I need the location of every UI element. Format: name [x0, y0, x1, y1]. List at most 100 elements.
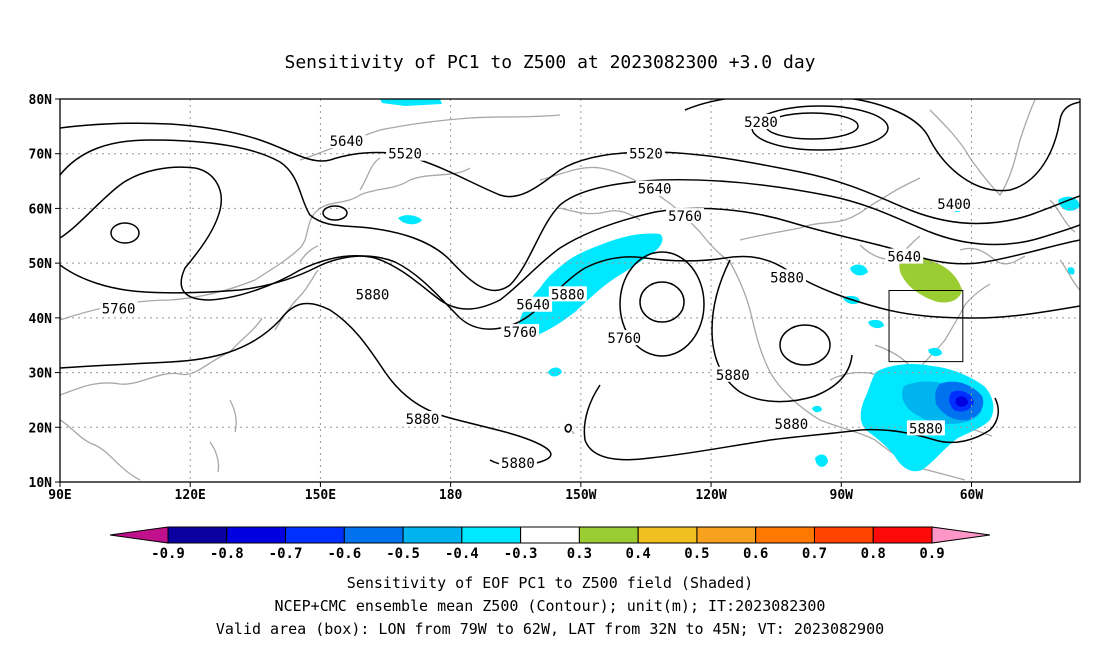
lon-tick-label: 180 [439, 488, 463, 503]
colorbar-tick-label: 0.8 [861, 546, 886, 562]
contour-label-bg [635, 180, 674, 196]
shaded-region-gulf [812, 405, 822, 413]
colorbar-high-extend [931, 526, 991, 544]
colorbar-tick-label: -0.9 [151, 546, 185, 562]
latitude-axis: 10N 20N 30N 40N 50N 60N 70N 80N [29, 93, 60, 491]
contour-label: 5880 [356, 287, 390, 303]
shaded-region-pacific-spot [548, 367, 562, 377]
shaded-region-yucatan [815, 454, 828, 467]
lon-tick-label: 120E [175, 488, 206, 503]
contour-label: 5880 [770, 270, 804, 286]
caption-line-3: Valid area (box): LON from 79W to 62W, L… [216, 620, 884, 638]
map-title: Sensitivity of PC1 to Z500 at 2023082300… [284, 52, 815, 73]
contour-label-bg [935, 196, 974, 212]
contour-label: 5640 [516, 298, 550, 314]
colorbar-segment [755, 526, 815, 544]
shaded-region-atlantic-3 [1067, 267, 1075, 275]
lon-tick-label: 150E [305, 488, 336, 503]
contour-label-bg [327, 133, 366, 149]
colorbar-tick-label: -0.5 [386, 546, 420, 562]
contour-label: 5640 [330, 134, 364, 150]
lon-tick-label: 120W [695, 488, 726, 503]
colorbar-tick-label: -0.3 [504, 546, 538, 562]
shaded-region-east-1 [868, 319, 884, 329]
contour-label: 5520 [629, 147, 663, 163]
contour-label: 5280 [744, 115, 778, 131]
z500-contours [60, 99, 1080, 467]
contour-label: 5880 [501, 456, 535, 472]
lat-tick-label: 60N [29, 202, 53, 217]
contour-label: 5760 [668, 209, 702, 225]
shaded-region-caribbean-center [955, 396, 968, 407]
contour-label: 5880 [716, 368, 750, 384]
contour-label-bg [514, 296, 553, 312]
caption-line-2: NCEP+CMC ensemble mean Z500 (Contour); u… [275, 597, 826, 615]
contour-label-bg [386, 145, 425, 161]
colorbar-tick-label: -0.8 [210, 546, 244, 562]
contour-label-bg [885, 248, 924, 264]
contour-label-bg [498, 454, 537, 470]
colorbar-segment [813, 526, 874, 544]
valid-area-box [888, 290, 964, 363]
colorbar-segment [637, 526, 698, 544]
contour-label-bg [741, 113, 780, 129]
shaded-region-east-2 [928, 347, 942, 357]
colorbar-low-extend [109, 526, 169, 544]
colorbar-tick-label: 0.4 [626, 546, 651, 562]
colorbar-segment [578, 526, 639, 544]
contour-label: 5640 [887, 250, 921, 266]
longitude-axis: 90E 120E 150E 180 150W 120W 90W 60W [48, 482, 983, 503]
colorbar-tick-label: 0.9 [919, 546, 944, 562]
colorbar-segment [226, 526, 287, 544]
shaded-region-pacific-band [518, 233, 663, 337]
contour-label: 5880 [406, 412, 440, 428]
lat-tick-label: 50N [29, 257, 53, 272]
lat-tick-label: 20N [29, 421, 53, 436]
contour-label-bg [501, 324, 540, 340]
contour-labels: 5280 5400 5520 5520 5640 5640 5640 5640 5760 5760… [99, 113, 974, 472]
contour-label-bg [99, 300, 138, 316]
shaded-region-aleutian [398, 215, 422, 225]
colorbar-segment [167, 526, 228, 544]
contour-label: 5640 [638, 182, 672, 198]
colorbar-tick-label: 0.7 [802, 546, 827, 562]
colorbar-segment [696, 526, 757, 544]
colorbar-tick-label: 0.5 [684, 546, 709, 562]
plot-frame [59, 98, 1081, 483]
contour-label-bg [906, 420, 945, 436]
colorbar-segment [461, 526, 522, 544]
lat-tick-label: 80N [29, 93, 53, 108]
shaded-region-plains-1 [850, 264, 868, 276]
lon-tick-label: 90E [48, 488, 71, 503]
colorbar-tick-label: -0.6 [327, 546, 361, 562]
contour-label-bg [768, 269, 807, 285]
contour-label: 5400 [937, 197, 971, 213]
lon-tick-label: 60W [960, 488, 984, 503]
contour-label: 5760 [607, 331, 641, 347]
contour-label-bg [626, 145, 665, 161]
plot-area: 5280 5400 5520 5520 5640 5640 5640 5640 5760 5760… [60, 99, 1080, 482]
lon-tick-label: 150W [565, 488, 596, 503]
contour-label: 5520 [388, 147, 422, 163]
colorbar-tick-label: -0.4 [445, 546, 479, 562]
sensitivity-shading [380, 99, 1080, 472]
colorbar-segment [872, 526, 933, 544]
colorbar: -0.9 -0.8 -0.7 -0.6 -0.5 -0.4 -0.3 0.3 0.4 0.5 0.6… [109, 526, 991, 562]
lat-tick-label: 10N [29, 476, 53, 491]
colorbar-segment [285, 526, 345, 544]
contour-label: 5880 [551, 287, 585, 303]
contour-label-bg [548, 286, 587, 302]
contour-label: 5880 [909, 421, 943, 437]
colorbar-tick-label: 0.6 [743, 546, 768, 562]
contour-label: 5760 [102, 302, 136, 318]
contour-label: 5880 [775, 417, 809, 433]
contour-label-bg [353, 286, 392, 302]
shaded-region-green [899, 257, 962, 303]
contour-label-bg [772, 416, 811, 432]
lat-tick-label: 40N [29, 312, 53, 327]
colorbar-tick-label: 0.3 [567, 546, 592, 562]
lat-tick-label: 30N [29, 367, 53, 382]
colorbar-tick-label: -0.7 [269, 546, 303, 562]
contour-label: 5760 [503, 325, 537, 341]
